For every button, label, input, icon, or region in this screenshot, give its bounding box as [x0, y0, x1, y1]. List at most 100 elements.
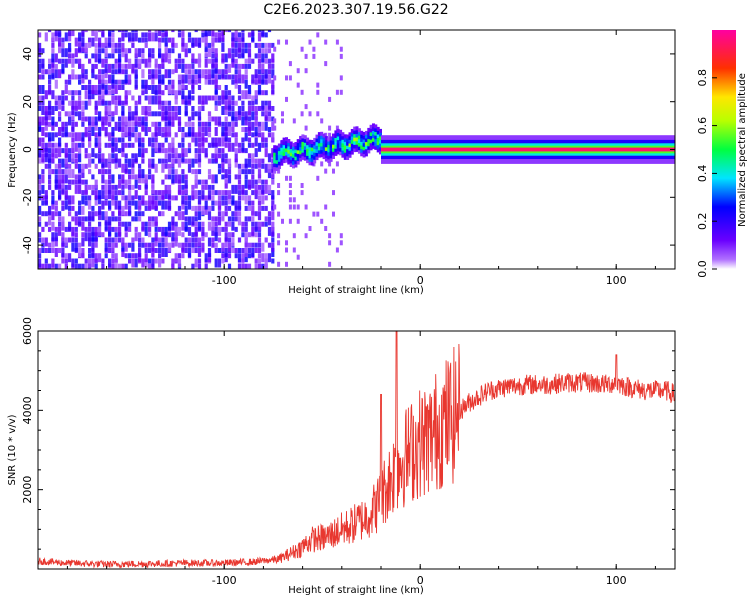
spectrogram-cell — [332, 144, 335, 149]
spectrogram-cell — [273, 46, 277, 52]
spectrogram-cell — [376, 137, 380, 142]
spectrogram-cell — [111, 42, 115, 48]
spectrogram-cell — [118, 79, 122, 85]
spectrogram-cell — [254, 127, 258, 136]
spectrogram-cell — [261, 184, 265, 194]
spectrogram-cell — [211, 53, 215, 59]
colorbar-tick-label: 0.6 — [696, 117, 709, 135]
spectrogram-cell — [271, 237, 275, 243]
spectrogram-cell — [98, 127, 102, 136]
spectrogram-cell — [181, 137, 185, 143]
spectrogram-cell — [161, 58, 165, 68]
spectrogram-cell — [164, 158, 168, 164]
spectrogram-cell — [148, 53, 152, 63]
spectrogram-cell — [217, 30, 222, 33]
spectrogram-cell — [301, 145, 305, 150]
spectrogram-cell — [71, 237, 75, 243]
spectrogram-cell — [281, 118, 284, 124]
spectrogram-cell — [360, 145, 364, 150]
spectrogram-cell — [211, 184, 215, 190]
x-tick-label: -100 — [212, 274, 237, 287]
spectrogram-cell — [335, 39, 339, 45]
spectrogram-cell — [58, 158, 62, 164]
spectrogram-cell — [167, 200, 172, 210]
spectrogram-cell — [151, 148, 155, 158]
spectrogram-cell — [261, 253, 265, 263]
spectrogram-cell — [167, 169, 172, 175]
spectrogram-cell — [374, 131, 378, 136]
spectrogram-cell — [138, 48, 142, 58]
spectrogram-cell — [315, 141, 319, 146]
spectrogram-cell — [194, 79, 198, 85]
spectrogram-cell — [108, 179, 112, 185]
spectrogram-cell — [184, 200, 188, 206]
spectrogram-cell — [108, 169, 112, 175]
spectrogram-cell — [58, 37, 62, 47]
spectrogram-cell — [231, 237, 235, 247]
spectrogram-cell — [227, 158, 232, 168]
spectrogram-cell — [144, 79, 148, 89]
spectrogram-cell — [108, 74, 112, 84]
spectrogram-cell — [88, 211, 92, 221]
spectrogram-cell — [171, 79, 175, 89]
spectrogram-cell — [254, 148, 258, 158]
spectrogram-cell — [277, 211, 281, 217]
spectrogram-cell — [320, 118, 324, 124]
spectrogram-cell — [207, 48, 212, 58]
spectrogram-cell — [64, 237, 68, 247]
spectrogram-cell — [161, 242, 165, 248]
spectrogram-cell — [81, 163, 85, 173]
spectrogram-cell — [171, 30, 175, 33]
spectrogram-cell — [74, 58, 78, 64]
spectrogram-cell — [376, 130, 380, 135]
spectrogram-cell — [369, 132, 373, 136]
spectrogram-cell — [292, 160, 295, 165]
spectrogram-cell — [48, 85, 52, 94]
spectrogram-cell — [81, 132, 85, 142]
spectrogram-cell — [68, 100, 72, 106]
spectrogram-cell — [224, 179, 228, 189]
spectrogram-cell — [237, 237, 242, 243]
spectrogram-cell — [247, 121, 252, 131]
spectrogram-cell — [231, 53, 235, 63]
spectrogram-cell — [61, 48, 65, 58]
spectrogram-cell — [121, 79, 125, 85]
spectrogram-cell — [217, 148, 222, 154]
spectrogram-cell — [148, 169, 152, 175]
spectrogram-cell — [254, 42, 258, 48]
spectrogram-cell — [257, 127, 262, 132]
spectrogram-cell — [247, 205, 252, 211]
spectrogram-cell — [313, 148, 317, 153]
spectrogram-tone-band — [381, 147, 675, 152]
spectrogram-cell — [251, 205, 255, 215]
spectrogram-cell — [264, 32, 268, 38]
spectrogram-cell — [181, 242, 185, 252]
spectrogram-cell — [108, 237, 112, 243]
spectrogram-cell — [151, 158, 155, 168]
spectrogram-cell — [244, 132, 248, 142]
spectrogram-cell — [184, 242, 188, 248]
spectrogram-cell — [197, 95, 202, 105]
spectrogram-cell — [257, 106, 262, 111]
spectrogram-cell — [64, 48, 68, 58]
spectrogram-cell — [207, 211, 212, 221]
spectrogram-cell — [144, 258, 148, 268]
spectrogram-cell — [224, 121, 228, 131]
spectrogram-cell — [71, 179, 75, 185]
spectrogram-cell — [51, 63, 55, 73]
spectrogram-cell — [91, 211, 95, 221]
spectrogram-cell — [104, 221, 108, 231]
spectrogram-cell — [128, 242, 132, 248]
spectrogram-cell — [54, 30, 58, 37]
spectrogram-cell — [267, 63, 272, 69]
spectrogram-cell — [118, 121, 122, 131]
spectrogram-cell — [204, 74, 208, 80]
spectrogram-cell — [343, 152, 347, 157]
spectrogram-cell — [221, 253, 225, 259]
spectrogram-cell — [261, 42, 265, 48]
spectrogram-cell — [329, 147, 333, 152]
spectrogram-cell — [322, 137, 326, 142]
spectrogram-cell — [48, 163, 52, 169]
spectrogram-cell — [264, 221, 268, 227]
